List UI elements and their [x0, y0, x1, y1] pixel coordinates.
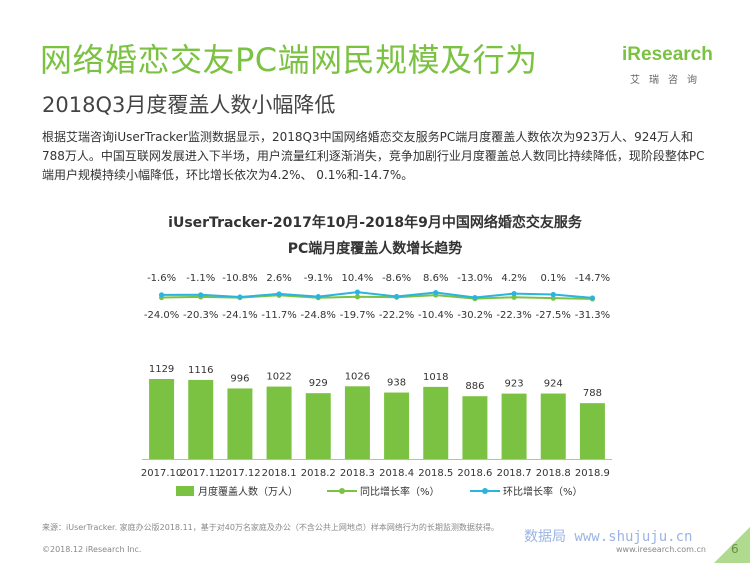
- bar-value-label: 929: [309, 378, 328, 389]
- mom-point: [237, 294, 243, 300]
- mom-value-label: -1.1%: [186, 273, 215, 284]
- source-note: 来源：iUserTracker. 家庭办公版2018.11，基于对40万名家庭及…: [42, 523, 499, 532]
- mom-point: [158, 292, 165, 298]
- website-link[interactable]: www.iresearch.com.cn: [616, 545, 706, 554]
- yoy-point: [511, 294, 517, 300]
- logo-brand: iResearch: [622, 44, 713, 65]
- watermark: 数据局 www.shujuju.cn: [524, 529, 693, 545]
- mom-point: [315, 294, 321, 300]
- bar-value-label: 938: [387, 378, 406, 389]
- mom-point: [589, 295, 596, 301]
- mom-value-label: -8.6%: [382, 273, 411, 284]
- yoy-value-label: -27.5%: [536, 310, 571, 321]
- x-tick-label: 2018.7: [497, 468, 532, 479]
- mom-point: [198, 292, 204, 298]
- logo-brand-cn: 艾瑞咨询: [630, 75, 706, 86]
- mom-value-label: 0.1%: [541, 273, 566, 284]
- bar: [501, 393, 527, 459]
- bar: [344, 386, 370, 459]
- bar-value-label: 1116: [188, 365, 213, 376]
- yoy-value-label: -24.1%: [222, 310, 257, 321]
- yoy-point: [354, 294, 361, 300]
- bar-value-label: 1022: [266, 372, 291, 383]
- bar-value-label: 1026: [345, 371, 370, 382]
- bar-value-label: 1129: [149, 364, 174, 375]
- page-title: 网络婚恋交友PC端网民规模及行为: [40, 41, 538, 79]
- yoy-value-label: -24.0%: [144, 310, 179, 321]
- bar: [188, 379, 214, 459]
- mom-value-label: -14.7%: [575, 273, 610, 284]
- yoy-value-label: -20.3%: [183, 310, 218, 321]
- legend-mom-label: 环比增长率（%）: [503, 485, 583, 498]
- mom-value-label: 2.6%: [266, 273, 291, 284]
- mom-point: [472, 294, 478, 301]
- yoy-value-label: -19.7%: [340, 310, 375, 321]
- chart-title-line1: iUserTracker-2017年10月-2018年9月中国网络婚恋交友服务: [168, 215, 582, 231]
- x-tick-label: 2018.4: [379, 468, 414, 479]
- chart-title-line2: PC端月度覆盖人数增长趋势: [287, 241, 463, 257]
- yoy-value-label: -11.7%: [261, 310, 296, 321]
- yoy-value-label: -30.2%: [457, 310, 492, 321]
- x-tick-label: 2018.2: [301, 468, 336, 479]
- bar-value-label: 924: [544, 379, 563, 390]
- bar: [149, 379, 175, 459]
- x-tick-label: 2018.8: [536, 468, 571, 479]
- x-tick-label: 2018.1: [262, 468, 297, 479]
- copyright: ©2018.12 iResearch Inc.: [42, 545, 142, 554]
- x-tick-label: 2017.11: [180, 468, 221, 479]
- bar: [540, 393, 566, 459]
- x-tick-label: 2017.12: [219, 468, 260, 479]
- x-tick-label: 2018.6: [457, 468, 492, 479]
- yoy-value-label: -22.2%: [379, 310, 414, 321]
- bar-value-label: 788: [583, 388, 602, 399]
- x-tick-label: 2018.3: [340, 468, 375, 479]
- x-tick-label: 2018.5: [418, 468, 453, 479]
- bar: [266, 386, 292, 459]
- mom-line: [161, 291, 593, 299]
- x-tick-label: 2018.9: [575, 468, 610, 479]
- bar-value-label: 996: [230, 373, 249, 384]
- legend-bar-label: 月度覆盖人数（万人）: [198, 485, 298, 498]
- bar-value-label: 923: [505, 379, 524, 390]
- mom-point: [393, 293, 400, 300]
- mom-point: [354, 289, 361, 295]
- mom-point: [276, 291, 282, 297]
- legend-mom-marker: [482, 488, 488, 494]
- summary-paragraph: 根据艾瑞咨询iUserTracker监测数据显示，2018Q3中国网络婚恋交友服…: [42, 130, 705, 182]
- corner-decoration: [714, 527, 750, 563]
- iresearch-logo: iResearch 艾瑞咨询: [618, 44, 714, 88]
- legend-yoy-marker: [339, 488, 345, 494]
- yoy-value-label: -24.8%: [301, 310, 336, 321]
- x-tick-label: 2017.10: [141, 468, 182, 479]
- yoy-value-label: -10.4%: [418, 310, 453, 321]
- bar: [227, 388, 253, 459]
- bar: [384, 392, 410, 459]
- mom-value-label: -9.1%: [304, 273, 333, 284]
- mom-value-label: 8.6%: [423, 273, 448, 284]
- mom-point: [433, 289, 439, 296]
- mom-value-label: 4.2%: [501, 273, 526, 284]
- legend-bar-swatch: [176, 486, 194, 496]
- mom-value-label: -1.6%: [147, 273, 176, 284]
- mom-point: [511, 290, 517, 297]
- yoy-value-label: -22.3%: [496, 310, 531, 321]
- yoy-value-label: -31.3%: [575, 310, 610, 321]
- bar: [579, 403, 605, 459]
- yoy-point: [550, 295, 556, 301]
- legend-yoy-label: 同比增长率（%）: [360, 485, 440, 498]
- bar-value-label: 886: [465, 381, 484, 392]
- mom-point: [550, 291, 556, 298]
- mom-value-label: -13.0%: [457, 273, 492, 284]
- mom-value-label: 10.4%: [342, 273, 374, 284]
- bar-value-label: 1018: [423, 372, 448, 383]
- bar: [305, 393, 331, 459]
- bar: [462, 396, 488, 459]
- bar: [423, 386, 449, 459]
- page-subtitle: 2018Q3月度覆盖人数小幅降低: [42, 93, 336, 117]
- mom-value-label: -10.8%: [222, 273, 257, 284]
